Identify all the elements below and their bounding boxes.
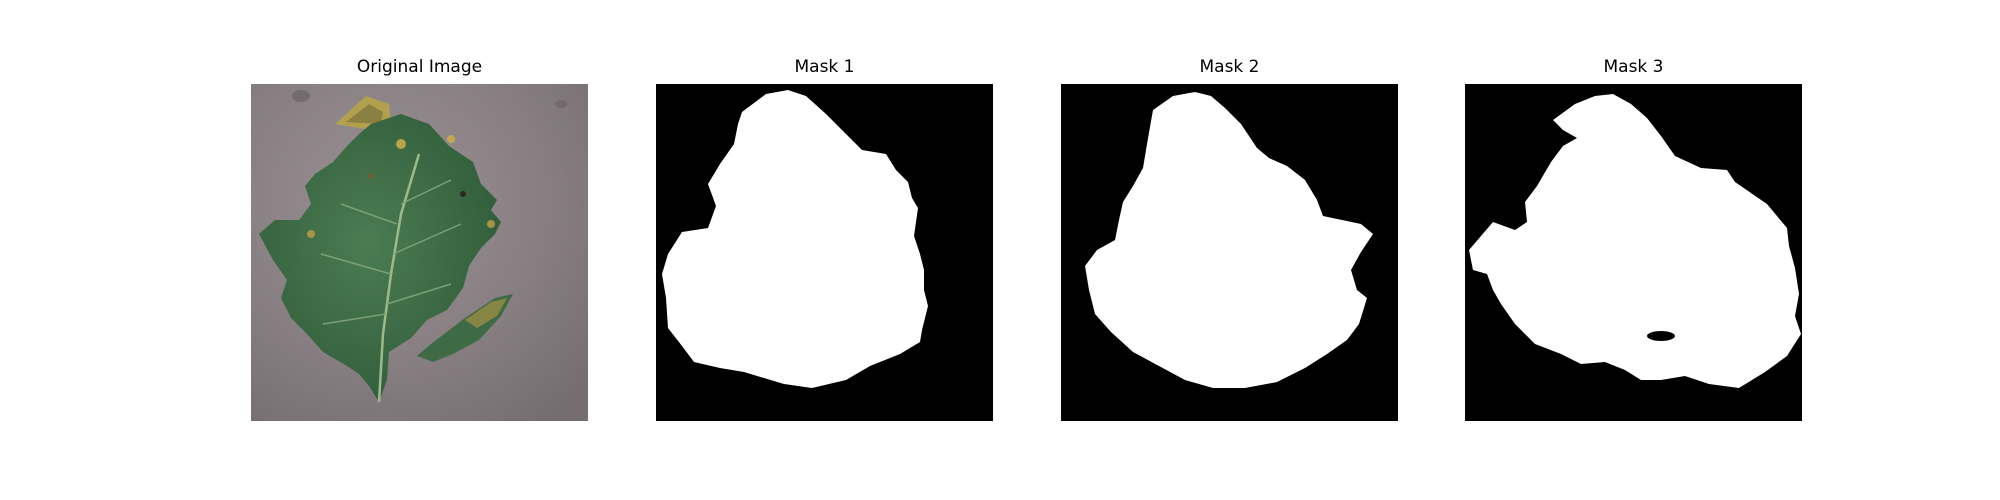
panel-mask-3: Mask 3 [1465,0,1802,500]
panel-title: Original Image [356,57,483,77]
mask-3-image [1465,84,1802,421]
mask-1-image [656,84,993,421]
panel-mask-1: Mask 1 [656,0,993,500]
mask-2-image [1061,84,1398,421]
leaf-photo [251,84,588,421]
panel-original: Original Image [251,0,588,500]
panel-title: Mask 2 [1199,57,1260,77]
panel-mask-2: Mask 2 [1061,0,1398,500]
panel-title: Mask 3 [1603,57,1664,77]
panel-title: Mask 1 [794,57,855,77]
